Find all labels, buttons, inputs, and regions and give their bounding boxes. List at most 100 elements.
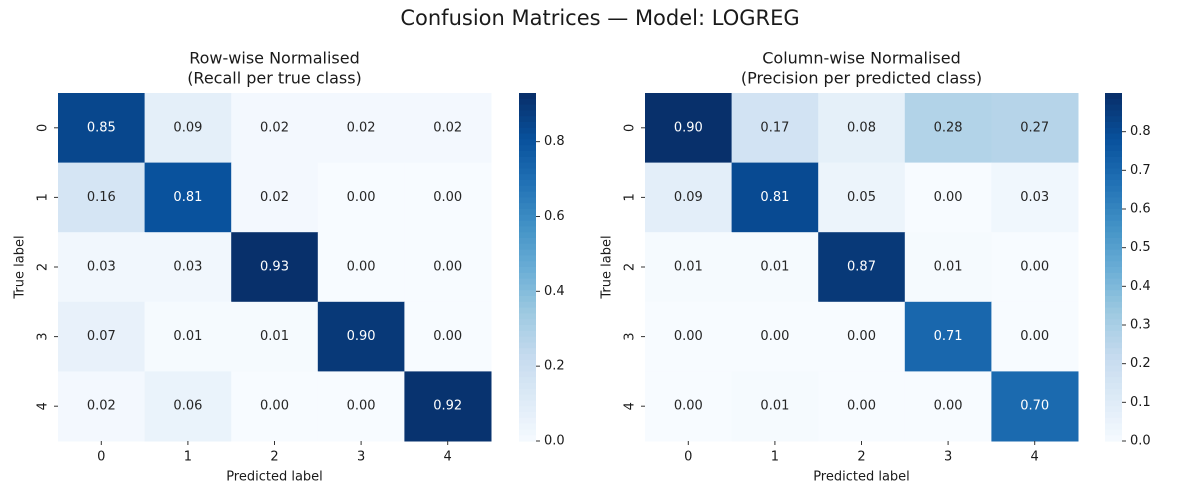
colorbar-segment bbox=[519, 162, 536, 169]
colorbar-segment bbox=[519, 313, 536, 320]
cell-value-label: 0.00 bbox=[260, 399, 289, 414]
colorbar-segment bbox=[519, 336, 536, 343]
colorbar-segment bbox=[519, 307, 536, 314]
colorbar-tick-label: 0.8 bbox=[544, 134, 565, 149]
colorbar-tick-label: 0.1 bbox=[1130, 395, 1151, 410]
colorbar-segment bbox=[1105, 301, 1122, 309]
cell-value-label: 0.03 bbox=[173, 260, 202, 275]
colorbar-tick-label: 0.7 bbox=[1130, 163, 1151, 178]
colorbar-segment bbox=[1105, 394, 1122, 401]
heatmap-cell bbox=[231, 301, 319, 372]
cell-value-label: 0.00 bbox=[433, 329, 462, 344]
heatmap-cell bbox=[58, 93, 146, 164]
colorbar-tick-label: 0.4 bbox=[544, 284, 565, 299]
cell-value-label: 0.03 bbox=[1020, 190, 1049, 205]
colorbar-segment bbox=[1105, 145, 1122, 152]
colorbar-segment bbox=[519, 359, 536, 367]
panel-title-line-2: (Precision per predicted class) bbox=[741, 69, 982, 88]
colorbar-tick-label: 0.0 bbox=[1130, 434, 1151, 449]
heatmap-cell bbox=[904, 232, 992, 303]
colorbar-segment bbox=[519, 180, 536, 187]
cell-value-label: 0.02 bbox=[87, 399, 116, 414]
colorbar-segment bbox=[1105, 377, 1122, 384]
cell-value-label: 0.00 bbox=[433, 190, 462, 205]
cell-value-label: 0.05 bbox=[847, 190, 876, 205]
colorbar-segment bbox=[1105, 249, 1122, 256]
cell-value-label: 0.02 bbox=[260, 190, 289, 205]
colorbar-segment bbox=[519, 406, 536, 413]
y-tick-label: 4 bbox=[623, 402, 638, 410]
heatmap-cell bbox=[317, 301, 405, 372]
cell-value-label: 0.01 bbox=[760, 399, 789, 414]
heatmap-cell bbox=[904, 93, 992, 164]
colorbar-segment bbox=[1105, 197, 1122, 204]
colorbar-segment bbox=[1105, 383, 1122, 390]
y-tick-label: 0 bbox=[623, 124, 638, 132]
colorbar-segment bbox=[519, 412, 536, 419]
heatmap-cell bbox=[818, 162, 906, 233]
heatmap-cell bbox=[231, 93, 319, 164]
cell-value-label: 0.71 bbox=[934, 329, 963, 344]
heatmap-cell bbox=[317, 232, 405, 303]
heatmap-cell bbox=[645, 301, 733, 372]
cell-value-label: 0.00 bbox=[934, 399, 963, 414]
heatmap-cell bbox=[991, 371, 1079, 442]
heatmap-cell bbox=[404, 93, 492, 164]
colorbar-segment bbox=[1105, 220, 1122, 227]
cell-value-label: 0.00 bbox=[847, 399, 876, 414]
colorbar-segment bbox=[519, 319, 536, 326]
heatmap-cell bbox=[904, 301, 992, 372]
colorbar-segment bbox=[519, 133, 536, 140]
colorbar-segment bbox=[519, 417, 536, 425]
heatmap-cell bbox=[231, 371, 319, 442]
colorbar-segment bbox=[1105, 290, 1122, 297]
y-tick-label: 1 bbox=[623, 193, 638, 201]
panel-title-line-1: Row-wise Normalised bbox=[189, 49, 360, 68]
colorbar-segment bbox=[1105, 139, 1122, 146]
colorbar-segment bbox=[1105, 162, 1122, 169]
cell-value-label: 0.85 bbox=[87, 120, 116, 135]
colorbar-segment bbox=[519, 435, 536, 442]
colorbar-segment bbox=[519, 203, 536, 210]
colorbar-segment bbox=[1105, 348, 1122, 355]
colorbar-segment bbox=[519, 342, 536, 349]
heatmap-cell bbox=[404, 371, 492, 442]
colorbar-segment bbox=[519, 261, 536, 268]
colorbar-segment bbox=[1105, 342, 1122, 349]
cell-value-label: 0.17 bbox=[760, 120, 789, 135]
cell-value-label: 0.00 bbox=[760, 329, 789, 344]
colorbar-segment bbox=[519, 116, 536, 123]
colorbar-segment bbox=[519, 290, 536, 297]
colorbar-segment bbox=[1105, 272, 1122, 280]
colorbar-segment bbox=[1105, 423, 1122, 430]
colorbar-segment bbox=[519, 220, 536, 227]
colorbar-segment bbox=[519, 429, 536, 436]
colorbar-tick-label: 0.2 bbox=[544, 359, 565, 374]
colorbar-segment bbox=[1105, 98, 1122, 106]
y-tick-label: 2 bbox=[36, 263, 51, 271]
colorbar-segment bbox=[1105, 116, 1122, 123]
y-tick-label: 3 bbox=[36, 332, 51, 340]
colorbar-segment bbox=[519, 243, 536, 251]
cell-value-label: 0.01 bbox=[674, 260, 703, 275]
heatmap-cell bbox=[645, 232, 733, 303]
heatmap-cell bbox=[818, 232, 906, 303]
colorbar-segment bbox=[1105, 354, 1122, 361]
colorbar-segment bbox=[1105, 330, 1122, 338]
colorbar-segment bbox=[519, 98, 536, 106]
colorbar-segment bbox=[519, 226, 536, 233]
cell-value-label: 0.00 bbox=[1020, 260, 1049, 275]
cell-value-label: 0.01 bbox=[934, 260, 963, 275]
heatmap-cell bbox=[991, 232, 1079, 303]
colorbar-segment bbox=[1105, 261, 1122, 268]
colorbar-segment bbox=[1105, 203, 1122, 210]
y-tick-label: 4 bbox=[36, 402, 51, 410]
cell-value-label: 0.81 bbox=[760, 190, 789, 205]
colorbar-segment bbox=[1105, 267, 1122, 274]
colorbar-segment bbox=[1105, 359, 1122, 367]
heatmap-cell bbox=[731, 93, 819, 164]
colorbar-segment bbox=[519, 272, 536, 280]
colorbar-segment bbox=[519, 354, 536, 361]
colorbar-segment bbox=[1105, 191, 1122, 198]
cell-value-label: 0.00 bbox=[347, 399, 376, 414]
